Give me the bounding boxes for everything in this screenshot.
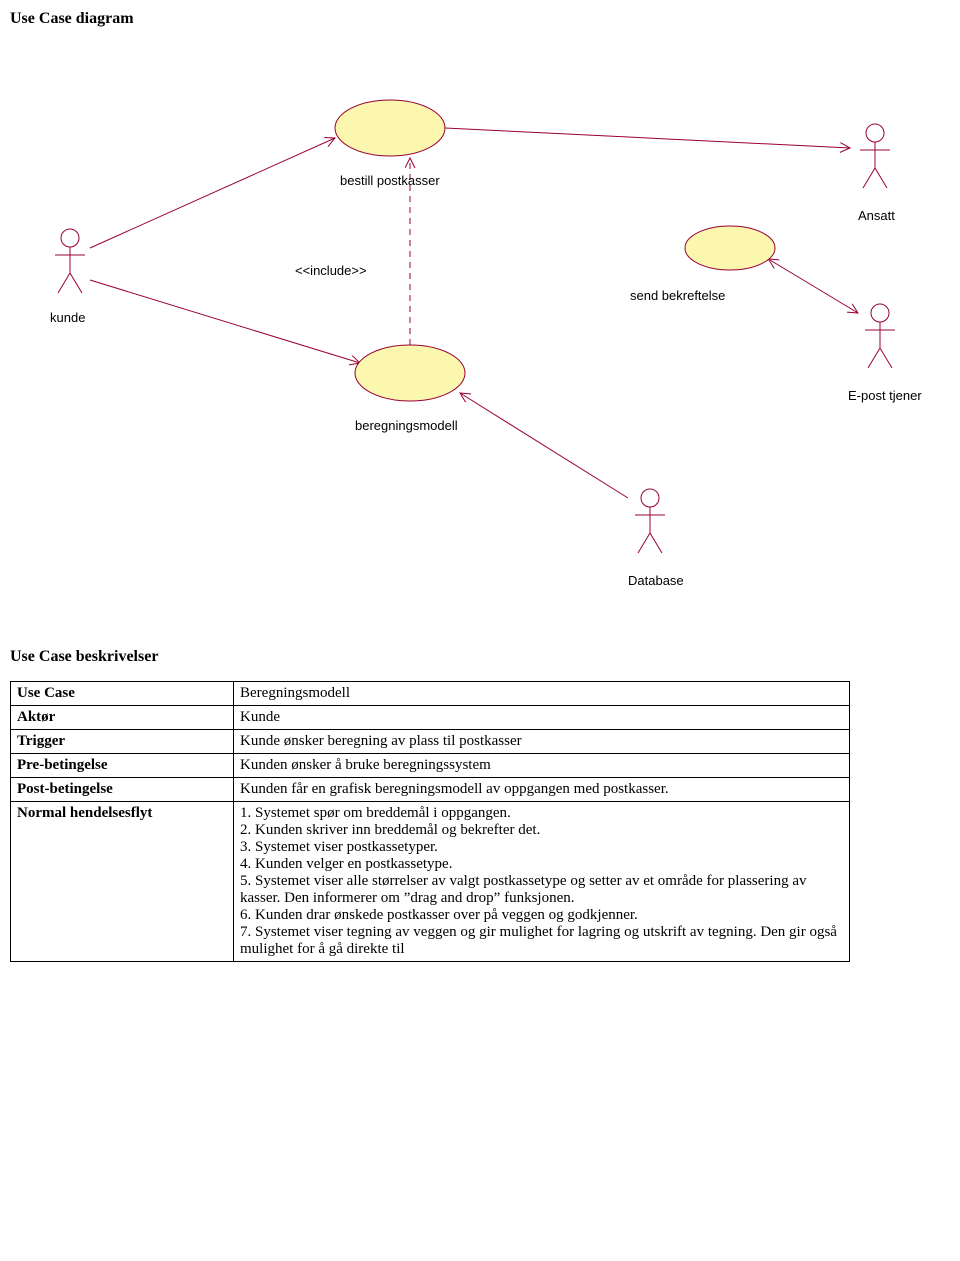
flow-label: Normal hendelsesflyt xyxy=(11,802,234,962)
edge-database-beregning xyxy=(460,393,628,498)
row-value: Beregningsmodell xyxy=(234,682,850,706)
page-title: Use Case diagram xyxy=(10,10,950,28)
row-label: Pre-betingelse xyxy=(11,754,234,778)
table-row: TriggerKunde ønsker beregning av plass t… xyxy=(11,730,850,754)
row-value: Kunden får en grafisk beregningsmodell a… xyxy=(234,778,850,802)
edge-kunde-bestill xyxy=(90,138,335,248)
actor-database xyxy=(635,489,665,553)
flow-step: 2. Kunden skriver inn breddemål og bekre… xyxy=(240,822,843,839)
usecase-bestill xyxy=(335,100,445,156)
table-row: Use CaseBeregningsmodell xyxy=(11,682,850,706)
row-value: Kunden ønsker å bruke beregningssystem xyxy=(234,754,850,778)
usecase-label-beregning: beregningsmodell xyxy=(355,418,458,433)
actor-label-ansatt: Ansatt xyxy=(858,208,895,223)
flow-step: 3. Systemet viser postkassetyper. xyxy=(240,839,843,856)
flow-step: 7. Systemet viser tegning av veggen og g… xyxy=(240,924,843,958)
actor-ansatt xyxy=(860,124,890,188)
diagram-svg xyxy=(10,48,950,608)
subtitle: Use Case beskrivelser xyxy=(10,648,950,666)
flow-step: 6. Kunden drar ønskede postkasser over p… xyxy=(240,907,843,924)
usecase-send xyxy=(685,226,775,270)
actor-label-kunde: kunde xyxy=(50,310,85,325)
flow-step: 5. Systemet viser alle størrelser av val… xyxy=(240,873,843,907)
table-row: Post-betingelseKunden får en grafisk ber… xyxy=(11,778,850,802)
edge-send-epost xyxy=(770,260,858,313)
flow-step: 1. Systemet spør om breddemål i oppgange… xyxy=(240,805,843,822)
row-label: Aktør xyxy=(11,706,234,730)
actor-label-database: Database xyxy=(628,573,684,588)
edge-kunde-beregning xyxy=(90,280,360,363)
row-value: Kunde ønsker beregning av plass til post… xyxy=(234,730,850,754)
usecase-label-bestill: bestill postkasser xyxy=(340,173,440,188)
flow-step: 4. Kunden velger en postkassetype. xyxy=(240,856,843,873)
table-row: AktørKunde xyxy=(11,706,850,730)
row-label: Trigger xyxy=(11,730,234,754)
table-row: Pre-betingelseKunden ønsker å bruke bere… xyxy=(11,754,850,778)
row-label: Post-betingelse xyxy=(11,778,234,802)
use-case-table: Use CaseBeregningsmodellAktørKundeTrigge… xyxy=(10,681,850,962)
edge-bestill-ansatt xyxy=(445,128,850,148)
actor-label-epost: E-post tjener xyxy=(848,388,922,403)
row-label: Use Case xyxy=(11,682,234,706)
actor-kunde xyxy=(55,229,85,293)
flow-steps: 1. Systemet spør om breddemål i oppgange… xyxy=(234,802,850,962)
row-value: Kunde xyxy=(234,706,850,730)
actor-epost xyxy=(865,304,895,368)
usecase-beregning xyxy=(355,345,465,401)
stereotype-include: <<include>> xyxy=(295,263,367,278)
usecase-label-send: send bekreftelse xyxy=(630,288,725,303)
use-case-diagram: kunde Ansatt E-post tjener Database bestill … xyxy=(10,48,950,608)
table-row-flow: Normal hendelsesflyt 1. Systemet spør om … xyxy=(11,802,850,962)
